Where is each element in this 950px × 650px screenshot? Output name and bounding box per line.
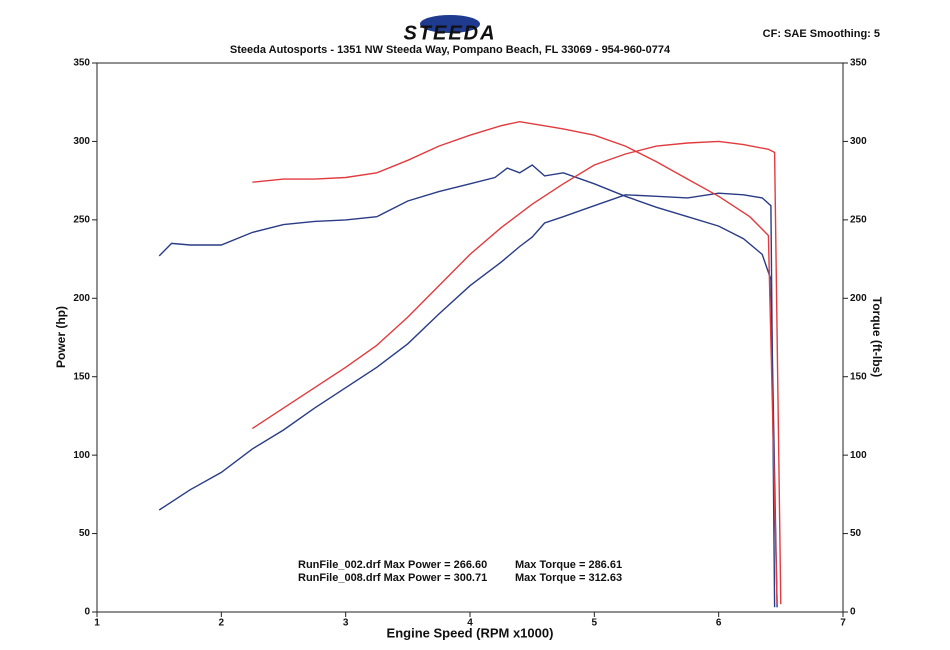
y-tick-label: 300 [73,136,90,147]
y-axis-label: Power (hp) [54,306,68,368]
y2-tick-label: 300 [850,136,867,147]
x-tick-label: 6 [716,618,722,629]
y2-tick-label: 100 [850,450,867,461]
x-tick-label: 3 [343,618,349,629]
y-tick-label: 0 [84,607,90,618]
annotation: RunFile_002.drf Max Power = 266.60 [298,559,487,571]
y2-tick-label: 200 [850,293,867,304]
logo-oval [420,15,480,33]
y-tick-label: 350 [73,58,90,69]
y2-axis-label: Torque (ft-lbs) [870,297,884,377]
y-tick-label: 50 [79,528,91,539]
y-tick-label: 150 [73,371,90,382]
annotation: Max Torque = 286.61 [515,559,622,571]
annotation: Max Torque = 312.63 [515,572,622,584]
x-tick-label: 7 [840,618,846,629]
y-tick-label: 200 [73,293,90,304]
x-axis-label: Engine Speed (RPM x1000) [387,625,554,640]
x-tick-label: 1 [94,618,100,629]
y-tick-label: 100 [73,450,90,461]
logo: STEEDA [403,22,496,44]
plot-frame [96,62,844,613]
annotation: RunFile_008.drf Max Power = 300.71 [298,572,487,584]
y2-tick-label: 150 [850,371,867,382]
chart-subtitle: CF: SAE Smoothing: 5 [763,28,880,40]
y2-tick-label: 350 [850,58,867,69]
x-tick-label: 5 [592,618,598,629]
series-line [252,140,782,605]
y2-tick-label: 50 [850,528,862,539]
x-tick-label: 4 [467,618,473,629]
series-line [158,192,776,608]
y-tick-label: 250 [73,214,90,225]
series-line [252,120,778,605]
series-line [158,164,778,608]
x-tick-label: 2 [219,618,225,629]
chart-title: Steeda Autosports - 1351 NW Steeda Way, … [230,44,671,56]
y2-tick-label: 250 [850,214,867,225]
y2-tick-label: 0 [850,607,856,618]
